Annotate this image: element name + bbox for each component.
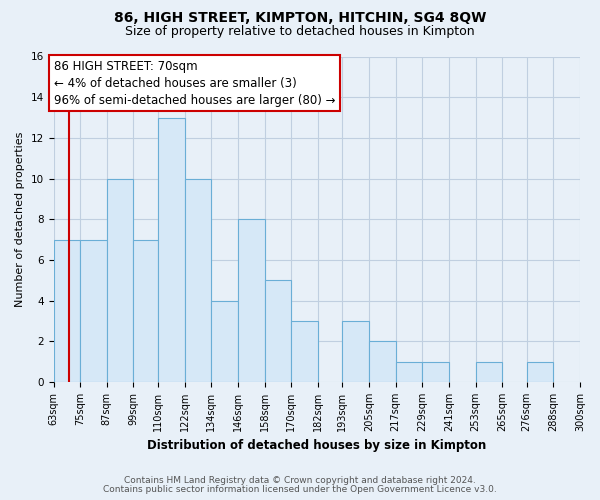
Bar — [80, 240, 107, 382]
Bar — [527, 362, 553, 382]
Bar — [291, 321, 318, 382]
Bar — [158, 118, 185, 382]
Text: Size of property relative to detached houses in Kimpton: Size of property relative to detached ho… — [125, 25, 475, 38]
Text: Contains public sector information licensed under the Open Government Licence v3: Contains public sector information licen… — [103, 485, 497, 494]
Bar — [107, 178, 133, 382]
Bar — [238, 220, 265, 382]
X-axis label: Distribution of detached houses by size in Kimpton: Distribution of detached houses by size … — [147, 440, 487, 452]
Bar — [422, 362, 449, 382]
Bar — [369, 342, 395, 382]
Bar — [476, 362, 502, 382]
Bar — [395, 362, 422, 382]
Bar — [185, 178, 211, 382]
Y-axis label: Number of detached properties: Number of detached properties — [15, 132, 25, 307]
Text: 86 HIGH STREET: 70sqm
← 4% of detached houses are smaller (3)
96% of semi-detach: 86 HIGH STREET: 70sqm ← 4% of detached h… — [54, 60, 335, 106]
Bar — [133, 240, 158, 382]
Bar — [53, 240, 80, 382]
Text: 86, HIGH STREET, KIMPTON, HITCHIN, SG4 8QW: 86, HIGH STREET, KIMPTON, HITCHIN, SG4 8… — [114, 11, 486, 25]
Bar — [343, 321, 369, 382]
Bar — [211, 300, 238, 382]
Bar — [265, 280, 291, 382]
Text: Contains HM Land Registry data © Crown copyright and database right 2024.: Contains HM Land Registry data © Crown c… — [124, 476, 476, 485]
